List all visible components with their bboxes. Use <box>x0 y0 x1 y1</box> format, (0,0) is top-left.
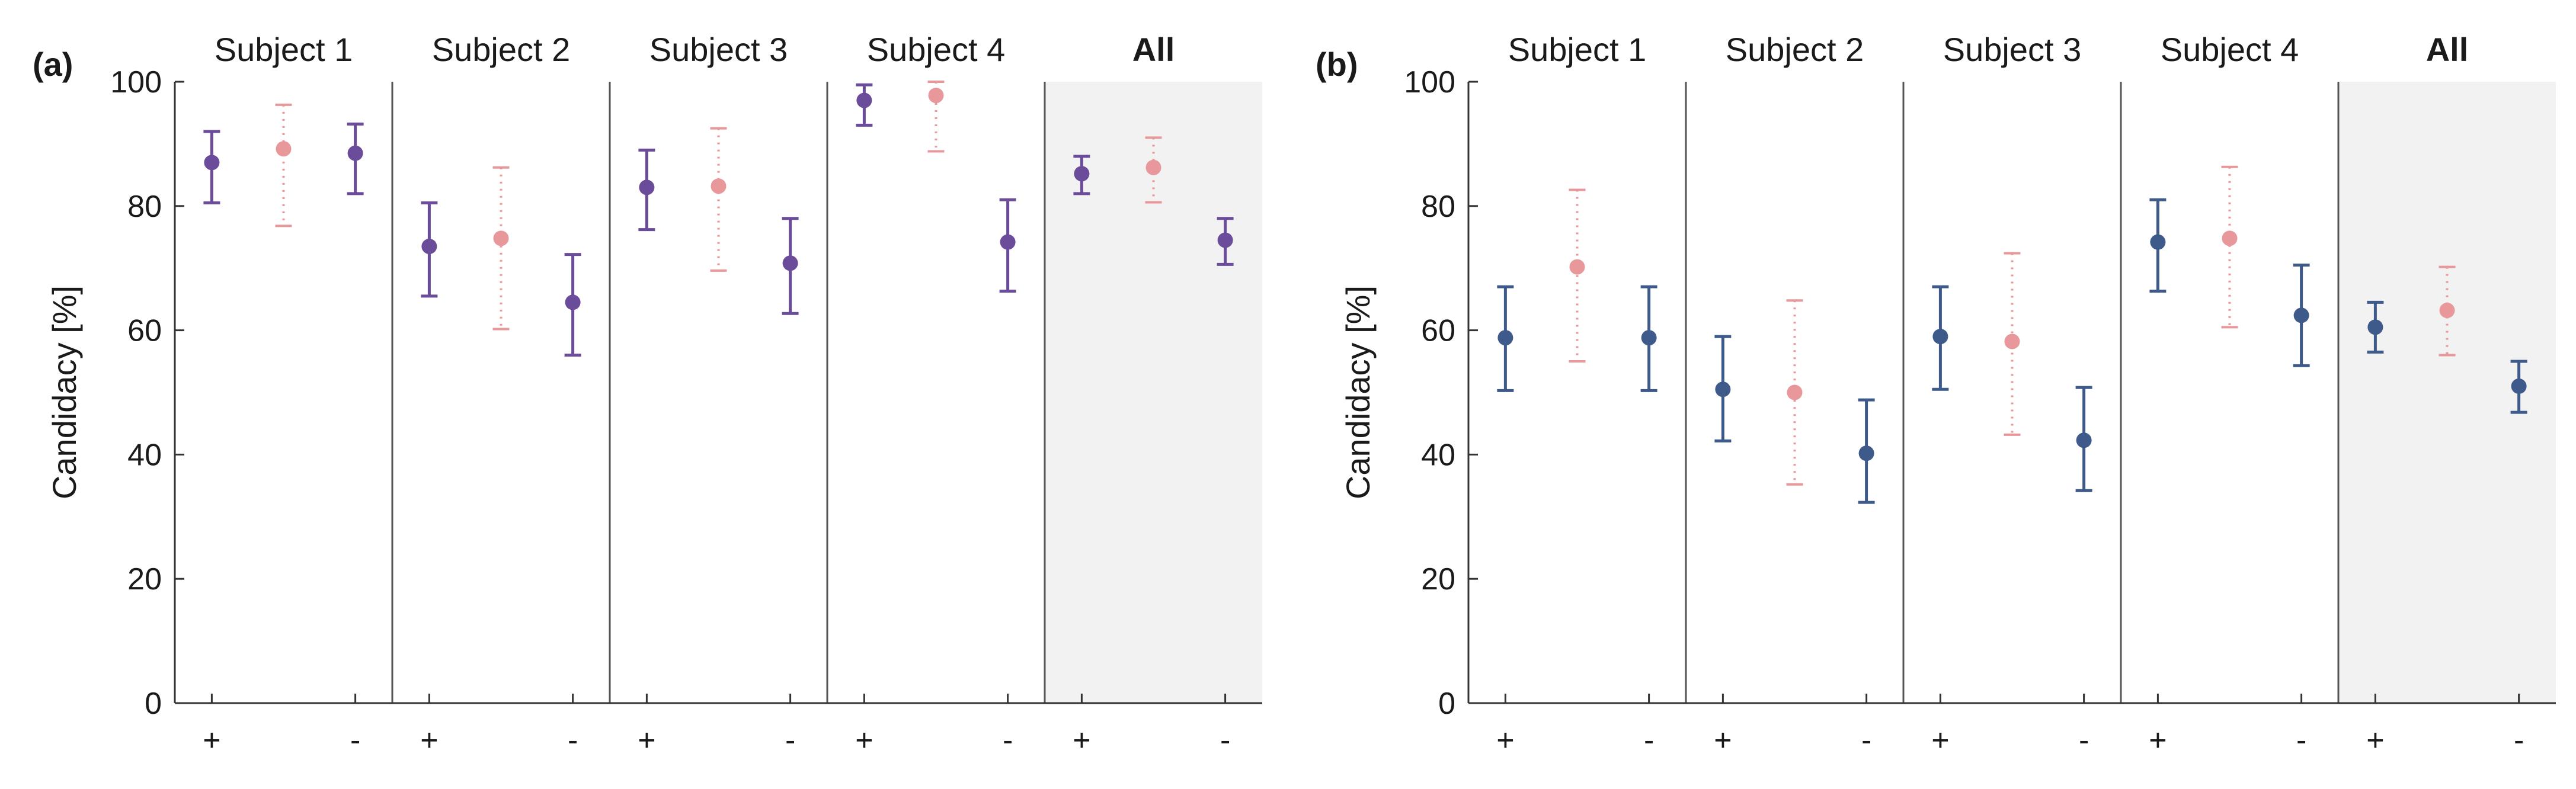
data-point <box>347 145 363 161</box>
data-point <box>2150 234 2166 250</box>
y-tick-label: 100 <box>1404 65 1455 100</box>
x-tick-label: + <box>638 723 655 758</box>
group-title: All <box>2426 31 2469 68</box>
data-point <box>1217 232 1233 248</box>
x-tick-label: - <box>1861 723 1871 758</box>
x-tick-label: + <box>203 723 220 758</box>
x-tick-label: - <box>785 723 795 758</box>
group-title: All <box>1132 31 1175 68</box>
x-tick-label: + <box>1931 723 1949 758</box>
x-tick-label: + <box>1714 723 1732 758</box>
y-axis-label: Candidacy [%] <box>1339 286 1377 499</box>
data-point <box>493 230 509 246</box>
data-point <box>1715 381 1731 397</box>
data-point <box>276 141 292 157</box>
group-title: Subject 2 <box>432 31 571 68</box>
x-tick-label: - <box>2514 723 2524 758</box>
data-point <box>1000 234 1016 250</box>
x-tick-label: + <box>855 723 873 758</box>
y-tick-label: 0 <box>1438 687 1455 721</box>
data-point <box>2076 432 2092 448</box>
group-title: Subject 4 <box>2161 31 2299 68</box>
group-title: Subject 4 <box>867 31 1006 68</box>
y-tick-label: 20 <box>127 562 162 596</box>
group-title: Subject 3 <box>1943 31 2082 68</box>
y-tick-label: 80 <box>127 190 162 224</box>
x-tick-label: - <box>1220 723 1230 758</box>
x-tick-label: - <box>1003 723 1013 758</box>
data-point <box>2222 230 2238 246</box>
x-tick-label: - <box>568 723 578 758</box>
y-tick-label: 60 <box>1421 314 1455 348</box>
data-point <box>2439 303 2455 319</box>
data-point <box>1145 159 1161 175</box>
x-tick-label: + <box>1496 723 1514 758</box>
data-point <box>1787 384 1803 400</box>
x-tick-label: + <box>420 723 438 758</box>
x-tick-label: + <box>1073 723 1090 758</box>
x-tick-label: + <box>2149 723 2167 758</box>
data-point <box>1641 330 1657 346</box>
data-point <box>421 238 437 254</box>
y-tick-label: 40 <box>1421 438 1455 472</box>
data-point <box>2367 319 2383 335</box>
data-point <box>928 88 944 104</box>
data-point <box>1932 329 1948 345</box>
group-title: Subject 1 <box>1508 31 1647 68</box>
y-tick-label: 100 <box>110 65 162 100</box>
y-tick-label: 0 <box>145 687 162 721</box>
data-point <box>1497 330 1513 346</box>
data-point <box>2293 307 2309 323</box>
data-point <box>2511 379 2527 394</box>
data-point <box>1074 166 1090 182</box>
y-tick-label: 20 <box>1421 562 1455 596</box>
data-point <box>1858 445 1874 461</box>
data-point <box>856 92 872 108</box>
y-axis-label: Candidacy [%] <box>46 286 83 499</box>
group-title: Subject 1 <box>215 31 353 68</box>
group-title: Subject 3 <box>649 31 788 68</box>
data-point <box>1569 259 1585 275</box>
data-point <box>782 255 798 271</box>
x-tick-label: - <box>350 723 360 758</box>
x-tick-label: - <box>2296 723 2306 758</box>
data-point <box>639 179 655 195</box>
data-point <box>2004 333 2020 349</box>
panel-label: (a) <box>33 46 73 83</box>
x-tick-label: + <box>2366 723 2384 758</box>
x-tick-label: - <box>1644 723 1654 758</box>
y-tick-label: 40 <box>127 438 162 472</box>
group-title: Subject 2 <box>1726 31 1864 68</box>
y-tick-label: 60 <box>127 314 162 348</box>
x-tick-label: - <box>2079 723 2089 758</box>
data-point <box>204 155 220 171</box>
panel-label: (b) <box>1316 46 1358 83</box>
data-point <box>565 294 581 310</box>
y-tick-label: 80 <box>1421 190 1455 224</box>
data-point <box>711 178 727 194</box>
